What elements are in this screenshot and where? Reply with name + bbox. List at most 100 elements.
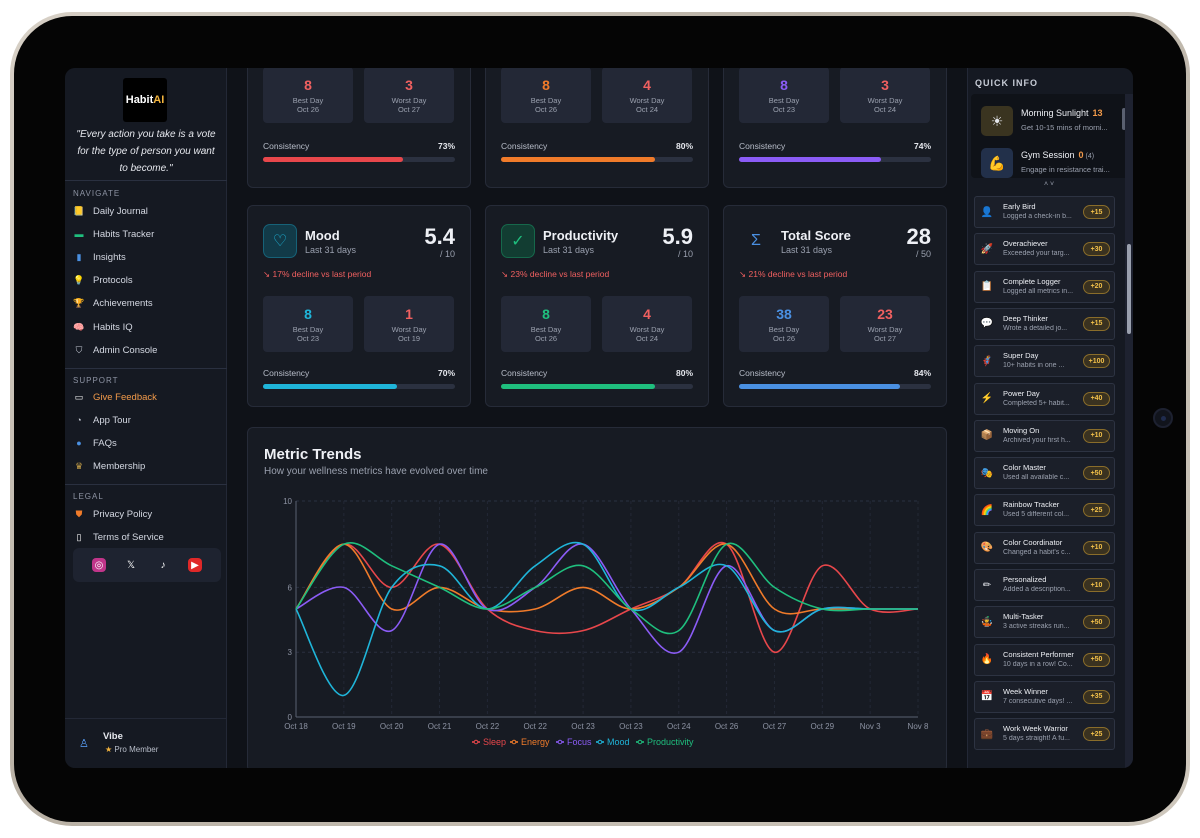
nav-item-admin-console[interactable]: ⛉ Admin Console — [73, 340, 219, 360]
consistency-bar — [263, 157, 455, 162]
achievement-item[interactable]: 📅 Week Winner 7 consecutive days! ... +35 — [974, 680, 1115, 713]
nav-item-faqs[interactable]: ● FAQs — [73, 433, 219, 453]
nav-item-terms-of-service[interactable]: ▯ Terms of Service — [73, 527, 219, 547]
scrollbar[interactable] — [1125, 94, 1133, 768]
tiktok-icon[interactable]: ♪ — [160, 559, 166, 571]
x-tick-label: Oct 21 — [428, 722, 452, 731]
achievement-item[interactable]: 🎭 Color Master Used all available c... +50 — [974, 457, 1115, 490]
youtube-icon[interactable]: ▶ — [188, 558, 202, 572]
divider — [65, 484, 227, 485]
nav-item-daily-journal[interactable]: 📒 Daily Journal — [73, 201, 219, 221]
legend-label: Energy — [521, 737, 550, 747]
muscle-icon: 💪 — [981, 148, 1013, 178]
achievement-points: +15 — [1083, 205, 1110, 219]
achievement-name: Moving On — [1003, 425, 1040, 435]
worst-day-label: Worst Day — [629, 325, 665, 334]
nav-item-membership[interactable]: ♛ Membership — [73, 457, 219, 477]
globe-icon: ● — [76, 438, 82, 449]
achievement-item[interactable]: 📋 Complete Logger Logged all metrics in...… — [974, 270, 1115, 303]
quick-info-panel: QUICK INFO ☀ Morning Sunlight 13 Get 10-15 … — [967, 68, 1133, 768]
metric-value: 5.4 — [424, 224, 455, 249]
achievement-points: +35 — [1083, 689, 1110, 704]
worst-day-date: Oct 24 — [635, 105, 659, 114]
instagram-icon[interactable]: ◎ — [92, 558, 106, 572]
achievement-item[interactable]: 🌈 Rainbow Tracker Used 5 different col... +… — [974, 494, 1115, 527]
achievement-description: Completed 5+ habit... — [1003, 399, 1070, 407]
user-profile[interactable]: ♙ Vibe ★ Pro Member — [65, 718, 227, 768]
x-tick-label: Oct 18 — [284, 722, 308, 731]
achievement-points: +10 — [1083, 578, 1110, 592]
achievement-points: +10 — [1083, 428, 1110, 443]
x-tick-label: Oct 26 — [715, 722, 739, 731]
achievement-item[interactable]: 📦 Moving On Archived your first h... +10 — [974, 419, 1115, 452]
series-line-productivity — [295, 541, 918, 635]
quick-habit-item[interactable]: 💪 Gym Session 0 (4) Engage in resistance tra… — [981, 146, 1125, 178]
x-icon[interactable]: 𝕏 — [126, 559, 136, 571]
consistency-label: Consistency — [501, 368, 548, 378]
trend-down-icon: ↘ — [263, 269, 273, 279]
metric-card-total-score: Σ Total Score Last 31 days 28/ 50 ↘ 21% decl… — [723, 205, 947, 407]
pencil-icon: ✏ — [982, 579, 992, 591]
nav-item-habits-tracker[interactable]: ▬ Habits Tracker — [73, 224, 219, 244]
legend-label: Mood — [607, 737, 630, 747]
motivational-quote: "Every action you take is a vote for the… — [76, 129, 216, 174]
worst-day-box: 1 Worst Day Oct 19 — [364, 296, 454, 352]
best-day-box: 8 Best Day Oct 26 — [501, 68, 591, 123]
achievement-item[interactable]: 🦸 Super Day 10+ habits in one ... +100 — [974, 345, 1115, 378]
quick-habit-item[interactable]: ☀ Morning Sunlight 13 Get 10-15 mins of mor… — [981, 104, 1125, 140]
worst-day-box: 4 Worst Day Oct 24 — [602, 296, 692, 352]
clipboard-check-icon: ✓ — [501, 224, 535, 258]
legend-marker — [637, 739, 643, 745]
scrollbar-thumb[interactable] — [1127, 244, 1131, 334]
achievement-name: Rainbow Tracker — [1003, 500, 1060, 510]
achievement-name: Personalized — [1003, 575, 1047, 584]
achievement-item[interactable]: 💬 Deep Thinker Wrote a detailed jo... +15 — [974, 307, 1115, 340]
consistency-bar — [263, 384, 455, 389]
x-tick-label: Oct 22 — [476, 722, 500, 731]
nav-item-app-tour[interactable]: ◔ App Tour — [73, 410, 219, 430]
metric-trends-chart[interactable]: 0 3 6 10 Oct 18 Oct 19 Oct 20 Oct 21 Oct 22 Oct 2… — [248, 428, 948, 768]
nav-item-insights[interactable]: ▮ Insights — [73, 247, 219, 267]
decline-label: 21% decline vs last period — [748, 269, 848, 279]
series-line-mood — [295, 541, 918, 697]
quick-info-scroll-thumb[interactable] — [1122, 108, 1126, 130]
quick-info-nav-arrows[interactable]: ˄ ˅ — [1044, 181, 1055, 188]
quick-info-habits: ☀ Morning Sunlight 13 Get 10-15 mins of mor… — [971, 94, 1128, 178]
habit-description: Get 10-15 mins of morni... — [1021, 123, 1108, 132]
nav-item-achievements[interactable]: 🏆 Achievements — [73, 294, 219, 314]
worst-day-label: Worst Day — [867, 325, 903, 334]
metric-max: / 10 — [677, 249, 693, 259]
achievement-item[interactable]: 👤 Early Bird Logged a check-in b... +15 — [974, 196, 1115, 228]
consistency-label: Consistency — [263, 368, 310, 378]
nav-label: Give Feedback — [93, 391, 157, 403]
achievement-description: Logged a check-in b... — [1003, 213, 1072, 220]
best-day-value: 8 — [304, 306, 312, 322]
consistency-value: 70% — [437, 368, 455, 378]
achievement-item[interactable]: 🤹 Multi-Tasker 3 active streaks run... +50 — [974, 606, 1115, 639]
nav-item-privacy-policy[interactable]: ⛊ Privacy Policy — [73, 504, 219, 524]
achievement-item[interactable]: ⚡ Power Day Completed 5+ habit... +40 — [974, 382, 1115, 415]
nav-item-protocols[interactable]: 💡 Protocols — [73, 271, 219, 291]
worst-day-value: 3 — [881, 77, 889, 93]
achievement-item[interactable]: 💼 Work Week Warrior 5 days straight! A fu.… — [974, 718, 1115, 751]
achievement-item[interactable]: 🎨 Color Coordinator Changed a habit's c...… — [974, 531, 1115, 564]
worst-day-label: Worst Day — [867, 96, 903, 105]
best-day-date: Oct 26 — [772, 334, 796, 343]
achievement-name: Color Master — [1003, 463, 1046, 473]
achievement-item[interactable]: ✏ Personalized Added a description... +10 — [974, 569, 1115, 601]
achievement-points: +40 — [1083, 391, 1110, 406]
x-tick-label: Oct 29 — [811, 722, 835, 731]
navigate-label: NAVIGATE — [73, 189, 121, 198]
nav-item-habits-iq[interactable]: 🧠 Habits IQ — [73, 317, 219, 337]
metric-period: Last 31 days — [543, 245, 595, 255]
achievement-points: +50 — [1083, 615, 1110, 630]
worst-day-value: 1 — [405, 306, 413, 322]
achievement-item[interactable]: 🔥 Consistent Performer 10 days in a row! C… — [974, 643, 1115, 676]
best-day-value: 8 — [542, 306, 550, 322]
achievement-name: Complete Logger — [1003, 276, 1061, 286]
app-logo[interactable]: Habit AI — [123, 78, 167, 122]
achievement-item[interactable]: 🚀 Overachiever Exceeded your targ... +30 — [974, 233, 1115, 266]
nav-item-give-feedback[interactable]: ▭ Give Feedback — [73, 387, 219, 407]
habit-label: Morning Sunlight — [1021, 108, 1089, 118]
quick-info-title: QUICK INFO — [975, 78, 1038, 88]
